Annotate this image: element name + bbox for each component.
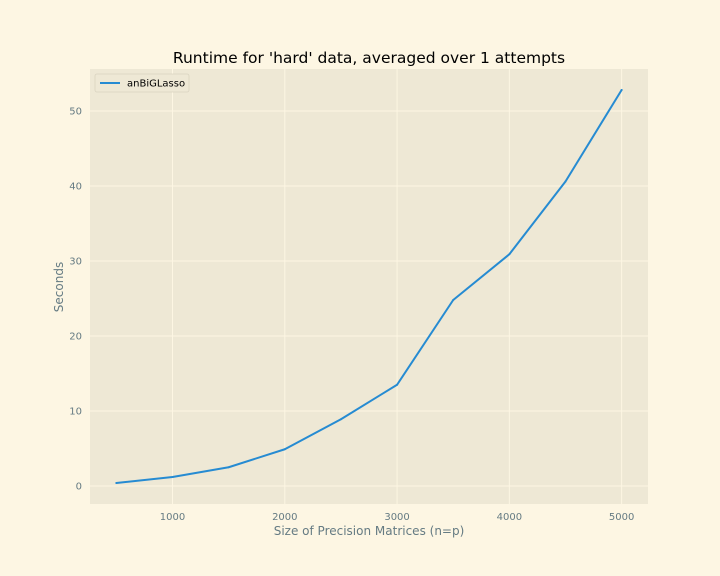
legend-entry-label: anBiGLasso	[127, 79, 185, 90]
data-point	[227, 466, 230, 469]
data-point	[508, 253, 511, 256]
legend-box	[94, 73, 190, 93]
y-tick-label: 30	[69, 257, 82, 268]
series-line	[115, 89, 623, 484]
data-point	[283, 448, 286, 451]
x-tick-label: 1000	[160, 512, 185, 523]
y-tick-label: 10	[69, 407, 82, 418]
y-tick-label: 0	[76, 482, 82, 493]
x-axis-ticks: 1000 2000 3000 4000 5000	[160, 512, 635, 523]
y-tick-label: 50	[69, 107, 82, 118]
y-axis-label: Seconds	[52, 262, 66, 312]
data-point	[564, 180, 567, 183]
x-tick-label: 2000	[272, 512, 297, 523]
y-tick-label: 20	[69, 332, 82, 343]
y-axis-ticks: 0 10 20 30 40 50	[69, 107, 82, 493]
data-point	[452, 299, 455, 301]
x-axis-label: Size of Precision Matrices (n=p)	[274, 524, 465, 538]
data-point	[396, 383, 399, 386]
x-tick-label: 3000	[384, 512, 409, 523]
chart-title: Runtime for 'hard' data, averaged over 1…	[173, 49, 565, 67]
data-point	[171, 476, 174, 478]
y-tick-label: 40	[69, 182, 82, 193]
x-tick-label: 5000	[609, 512, 634, 523]
x-tick-label: 4000	[497, 512, 522, 523]
plot-area	[90, 69, 648, 504]
grid-lines	[90, 69, 648, 504]
data-point	[115, 482, 118, 484]
data-point	[620, 89, 623, 91]
data-point	[339, 418, 342, 421]
legend: anBiGLasso	[94, 73, 190, 93]
series-layer	[115, 89, 623, 484]
